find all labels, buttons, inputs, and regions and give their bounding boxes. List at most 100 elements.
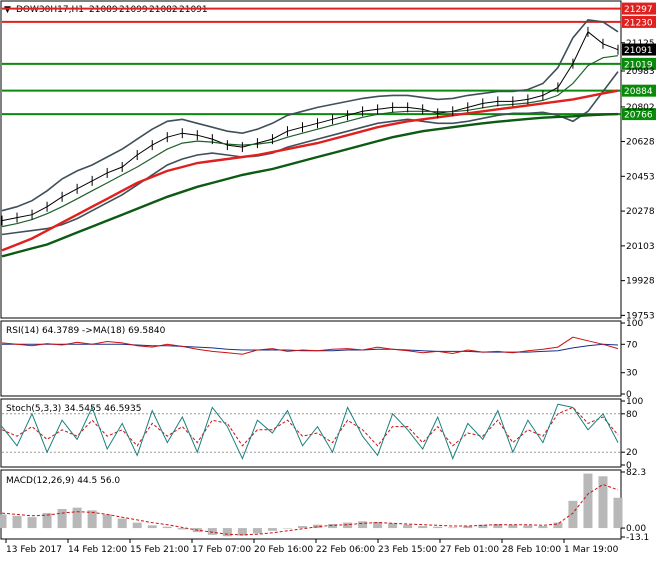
macd-bar-10: [147, 525, 157, 529]
level-tag-4: [622, 108, 656, 121]
macd-bar-8: [117, 518, 127, 529]
macd-bar-3: [42, 513, 52, 529]
level-label-0: 21297: [624, 5, 653, 15]
main-plot: [1, 7, 621, 258]
macd-bar-17: [252, 528, 262, 534]
macd-bar-11: [162, 526, 172, 529]
macd-bar-18: [267, 528, 277, 531]
axes: 2129721230210192088420766211252098320802…: [5, 2, 656, 555]
price-tick-label-2: 20802: [626, 103, 655, 113]
symbol-header: DOW30H17,H1: [16, 5, 84, 15]
ohlc-close: 21091: [179, 5, 208, 15]
macd-bar-40: [598, 476, 608, 529]
price-tick-label-6: 20103: [626, 242, 655, 252]
macd-tick-label-1: 0.00: [626, 524, 646, 534]
macd-bar-6: [87, 510, 97, 529]
series-price: [1, 31, 619, 222]
x-tick-label-1: 14 Feb 12:00: [68, 545, 127, 555]
macd-bar-19: [282, 528, 292, 529]
rsi-label: RSI(14) 64.3789 ->MA(18) 69.5840: [6, 326, 166, 336]
series-ma_fast: [1, 55, 619, 228]
level-label-1: 21230: [624, 18, 653, 28]
rsi-tick-label-3: 0: [626, 390, 632, 400]
x-tick-label-4: 20 Feb 16:00: [254, 545, 313, 555]
macd-tick-label-2: -13.1: [626, 533, 649, 543]
x-tick-label-7: 27 Feb 01:00: [440, 545, 499, 555]
x-tick-label-3: 17 Feb 07:00: [192, 545, 251, 555]
stoch-tick-label-1: 80: [626, 410, 638, 420]
macd-bar-2: [27, 517, 37, 529]
macd-label: MACD(12,26,9) 44.5 56.0: [6, 476, 120, 486]
x-tick-label-8: 28 Feb 10:00: [502, 545, 561, 555]
series-ma_green: [1, 112, 619, 258]
x-tick-label-5: 22 Feb 06:00: [316, 545, 375, 555]
ohlc-open: 21089: [89, 5, 118, 15]
price-tick-label-8: 19753: [626, 311, 655, 321]
x-tick-label-2: 15 Feb 21:00: [130, 545, 189, 555]
macd-bar-4: [57, 508, 67, 529]
macd-bar-16: [237, 528, 247, 536]
price-tick-label-7: 19928: [626, 277, 655, 287]
current-price-label: 21091: [624, 46, 653, 56]
ohlc-low: 21082: [149, 5, 178, 15]
stoch-k-line: [1, 403, 619, 460]
price-tick-label-5: 20278: [626, 207, 655, 217]
macd-bar-33: [493, 523, 503, 529]
macd-signal-line: [1, 483, 619, 536]
macd-bar-25: [373, 521, 383, 529]
macd-bar-31: [463, 526, 473, 529]
macd-bar-5: [72, 507, 82, 529]
dropdown-arrow-icon[interactable]: ▼: [4, 5, 11, 15]
rsi-tick-label-1: 70: [626, 340, 638, 350]
level-label-2: 21019: [624, 60, 653, 70]
macd-bar-35: [523, 525, 533, 529]
macd-bar-32: [478, 524, 488, 529]
macd-bar-1: [12, 515, 22, 529]
x-tick-label-0: 13 Feb 2017: [6, 545, 62, 555]
level-label-3: 20884: [624, 87, 653, 97]
macd-bar-34: [508, 524, 518, 529]
macd-bar-21: [313, 524, 323, 529]
stoch-label: Stoch(5,3,3) 34.5455 46.5935: [6, 404, 141, 414]
macd-bar-20: [297, 526, 307, 529]
macd-bar-39: [583, 473, 593, 529]
macd-bar-28: [418, 526, 428, 529]
rsi-plot: [1, 336, 619, 355]
macd-bar-36: [538, 526, 548, 529]
macd-bar-37: [553, 522, 563, 529]
current-price-tag: [622, 43, 656, 56]
macd-bar-30: [448, 527, 458, 529]
price-tick-label-1: 20983: [626, 67, 655, 77]
macd-bar-38: [568, 500, 578, 529]
macd-bar-14: [207, 528, 217, 535]
macd-bar-29: [433, 526, 443, 529]
macd-bar-7: [102, 514, 112, 529]
stoch-d-line: [1, 406, 619, 447]
macd-bar-24: [358, 521, 368, 529]
macd-bar-22: [328, 523, 338, 529]
level-tag-3: [622, 84, 656, 97]
macd-bar-26: [388, 523, 398, 529]
x-tick-label-6: 23 Feb 15:00: [378, 545, 437, 555]
level-label-4: 20766: [624, 111, 653, 121]
rsi-panel-frame: [0, 320, 622, 397]
rsi-line: [1, 336, 619, 355]
stoch-tick-label-2: 20: [626, 448, 638, 458]
stoch-tick-label-0: 100: [626, 397, 643, 407]
series-bb_lower: [1, 71, 619, 236]
rsi-tick-label-2: 30: [626, 369, 638, 379]
macd-bar-12: [177, 528, 187, 530]
stoch-plot: [1, 403, 621, 460]
macd-plot: [0, 473, 623, 537]
macd-bar-23: [343, 522, 353, 529]
x-tick-label-9: 1 Mar 19:00: [564, 545, 619, 555]
macd-bar-27: [403, 524, 413, 529]
macd-bar-0: [0, 514, 7, 529]
rsi-tick-label-0: 100: [626, 319, 643, 329]
price-tick-label-3: 20628: [626, 138, 655, 148]
macd-bar-15: [222, 528, 232, 537]
price-tick-label-4: 20453: [626, 172, 655, 182]
ohlc-high: 21099: [119, 5, 148, 15]
macd-bar-9: [132, 522, 142, 529]
